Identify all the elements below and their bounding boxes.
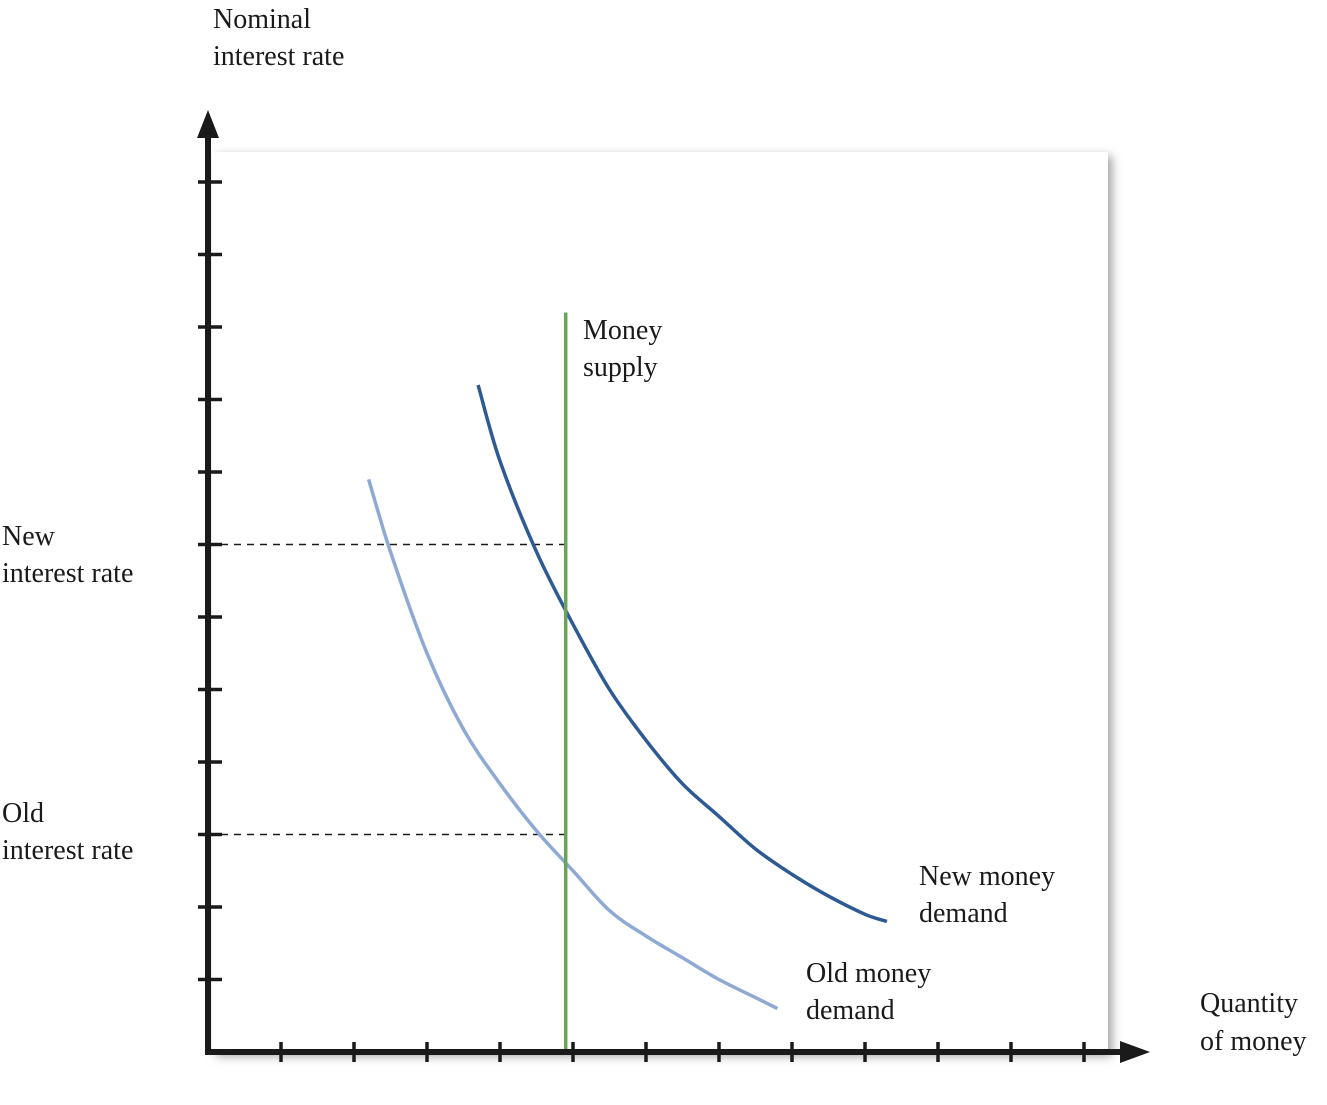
old-interest-rate-label: Old interest rate xyxy=(2,798,133,866)
money-supply-label-line: Money xyxy=(583,315,662,346)
old-money-demand-curve xyxy=(366,478,779,1011)
y-axis-arrowhead xyxy=(197,110,219,138)
new-money-demand-label-line: demand xyxy=(919,898,1008,929)
x-axis-title: Quantity of money xyxy=(1200,988,1307,1057)
y-axis-title: Nominal interest rate xyxy=(213,4,344,72)
new-money-demand-label-line: New money xyxy=(919,861,1055,892)
new-interest-rate-label: New interest rate xyxy=(2,521,133,589)
new-money-demand-label: New money demand xyxy=(919,861,1062,929)
old-interest-rate-label-line: interest rate xyxy=(2,835,133,866)
plot-background xyxy=(212,152,1108,1052)
old-money-demand-label-line: demand xyxy=(806,995,895,1026)
new-interest-rate-label-line: interest rate xyxy=(2,558,133,589)
new-money-demand-curve xyxy=(476,384,888,924)
old-money-demand-label-line: Old money xyxy=(806,958,931,989)
money-supply-label-line: supply xyxy=(583,352,658,383)
y-axis-title-line: interest rate xyxy=(213,41,344,72)
new-interest-rate-label-line: New xyxy=(2,521,56,552)
money-supply-label: Money supply xyxy=(583,315,669,383)
old-interest-rate-label-line: Old xyxy=(2,798,44,829)
x-axis-title-line: Quantity xyxy=(1200,988,1298,1019)
old-money-demand-label: Old money demand xyxy=(806,958,938,1026)
x-axis-title-line: of money xyxy=(1200,1026,1307,1057)
x-axis-arrowhead xyxy=(1120,1041,1150,1063)
y-axis-title-line: Nominal xyxy=(213,4,311,35)
